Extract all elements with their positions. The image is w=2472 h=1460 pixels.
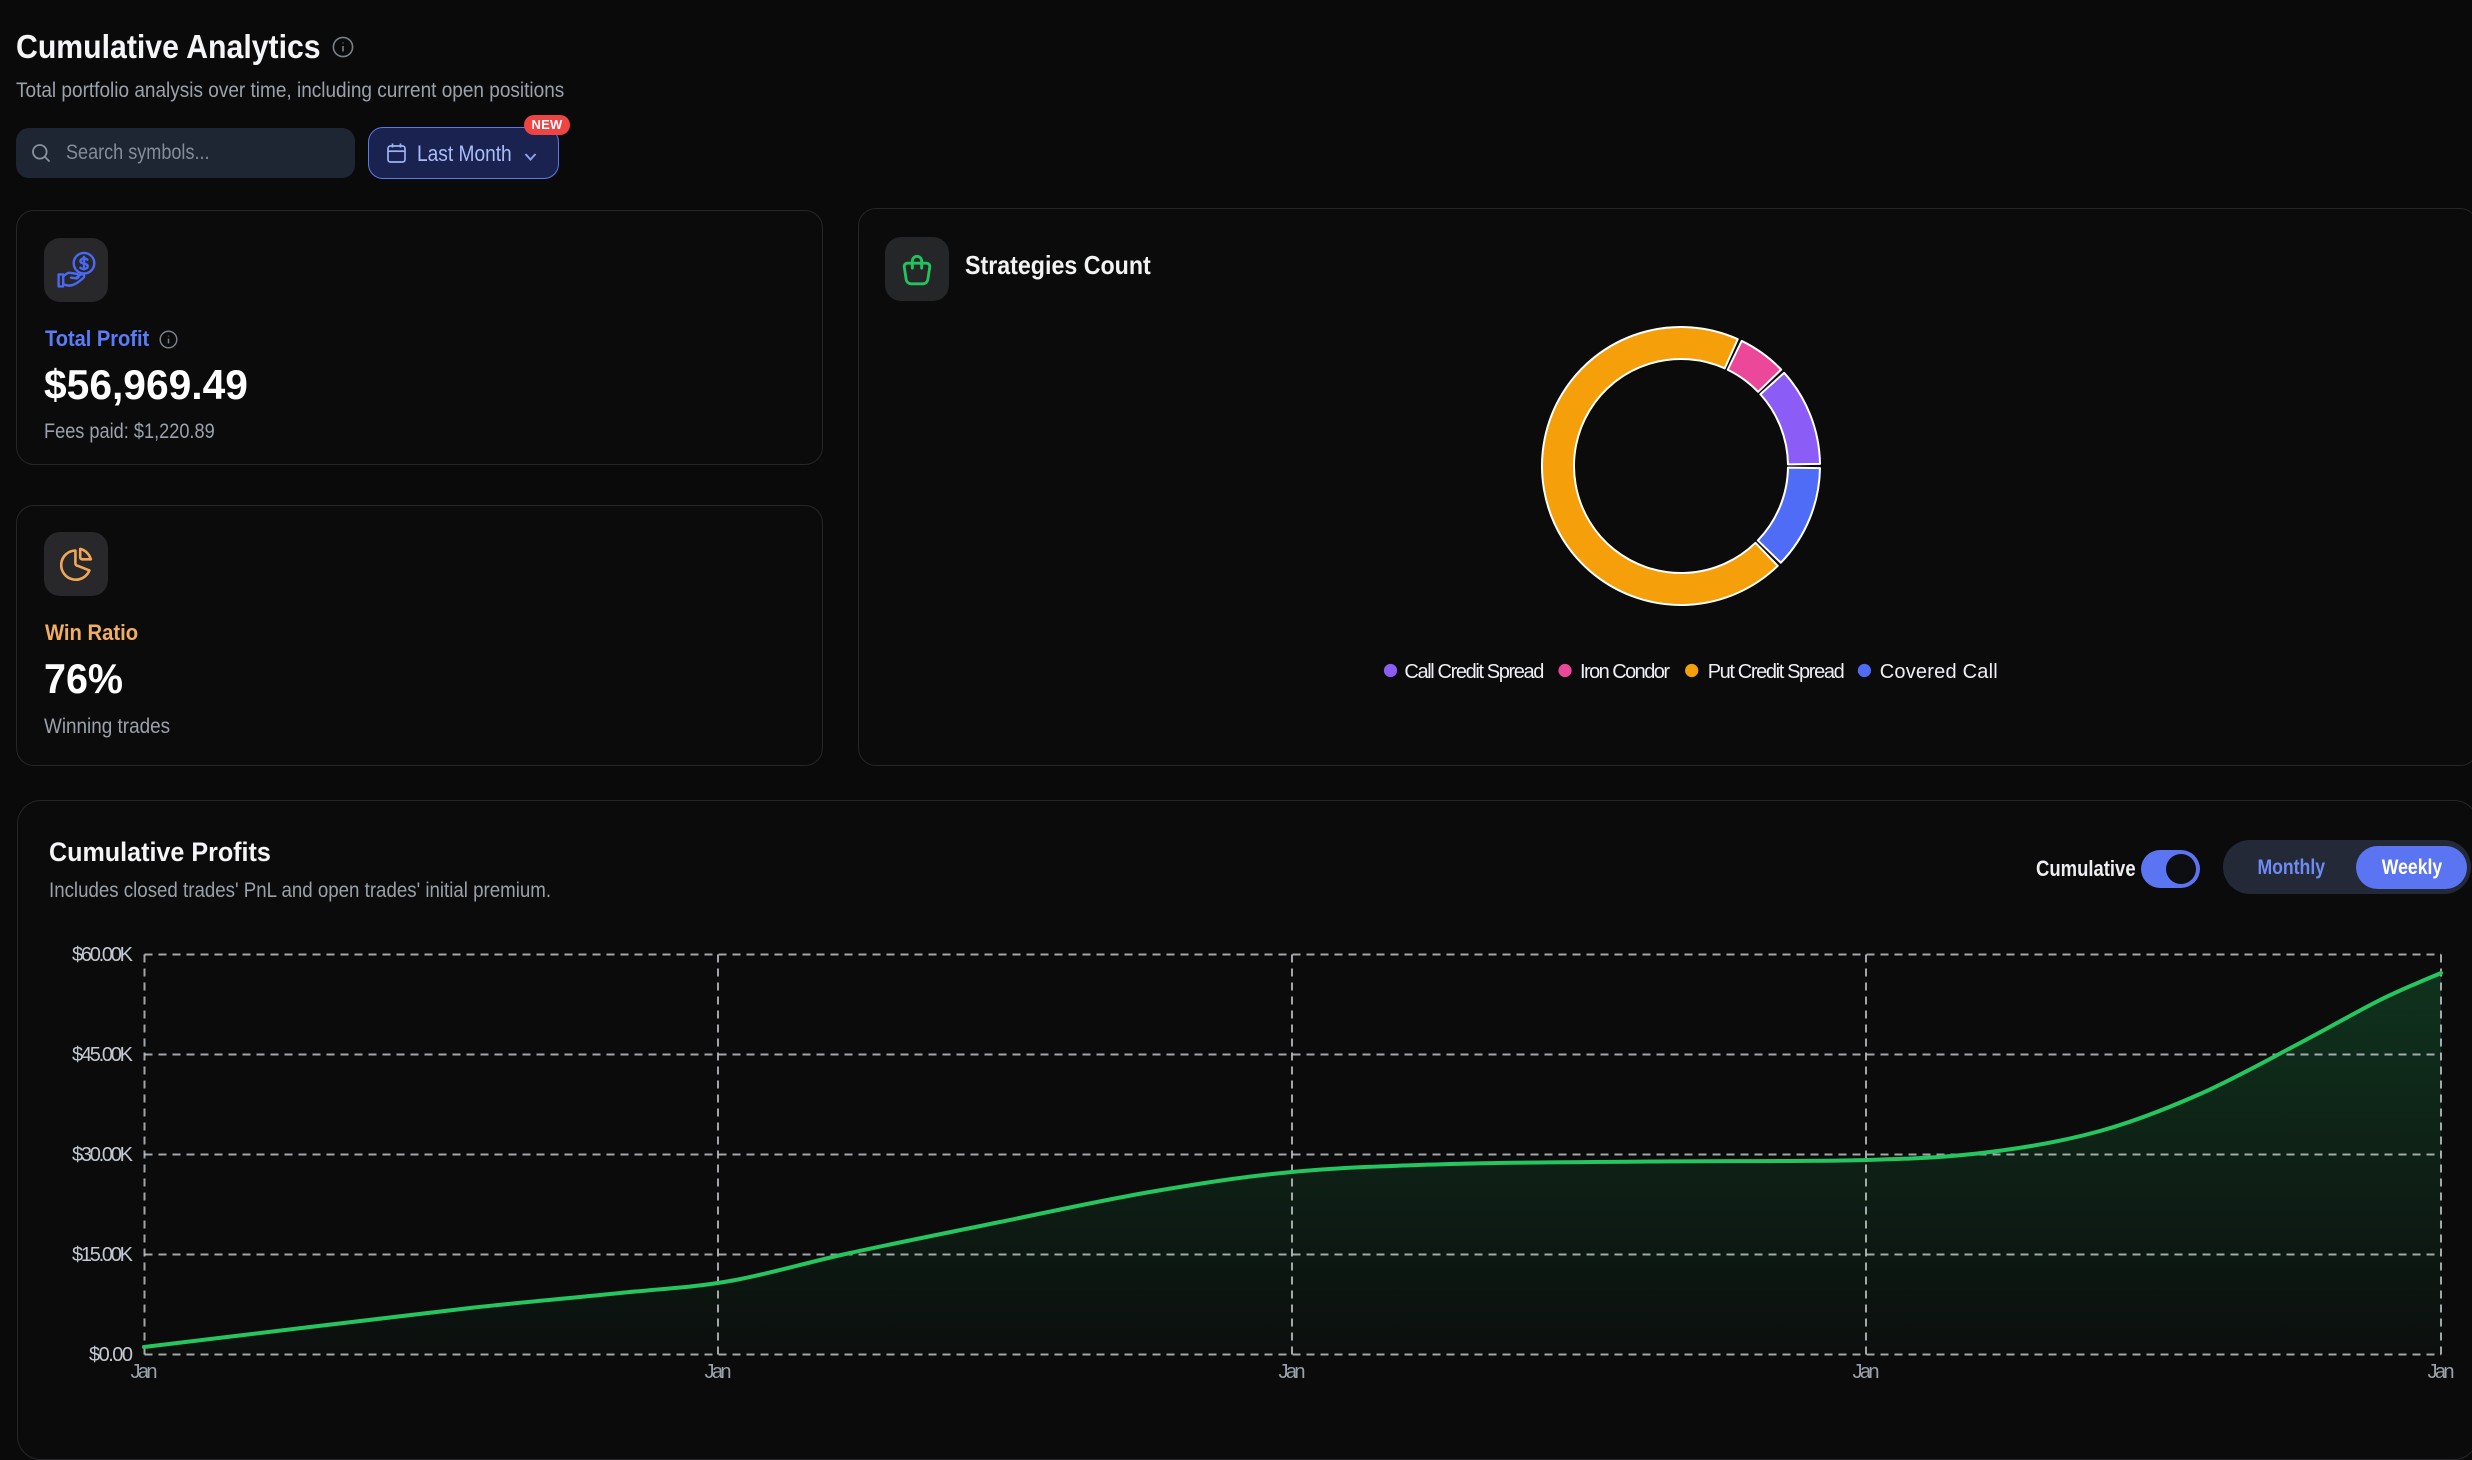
svg-text:$0.00: $0.00 [89, 1344, 133, 1366]
svg-text:Covered Call: Covered Call [1880, 661, 1998, 683]
svg-text:$45.00K: $45.00K [72, 1044, 134, 1066]
svg-text:Jan: Jan [2428, 1361, 2455, 1383]
svg-text:Call Credit Spread: Call Credit Spread [1404, 661, 1544, 683]
svg-text:Put Credit Spread: Put Credit Spread [1708, 661, 1845, 683]
svg-text:$30.00K: $30.00K [72, 1144, 134, 1166]
svg-text:Jan: Jan [1279, 1361, 1306, 1383]
svg-text:Jan: Jan [1853, 1361, 1880, 1383]
svg-text:Iron Condor: Iron Condor [1580, 661, 1670, 683]
svg-text:$15.00K: $15.00K [72, 1244, 134, 1266]
svg-text:Jan: Jan [705, 1361, 732, 1383]
svg-text:$60.00K: $60.00K [72, 944, 134, 966]
svg-text:Jan: Jan [131, 1361, 158, 1383]
